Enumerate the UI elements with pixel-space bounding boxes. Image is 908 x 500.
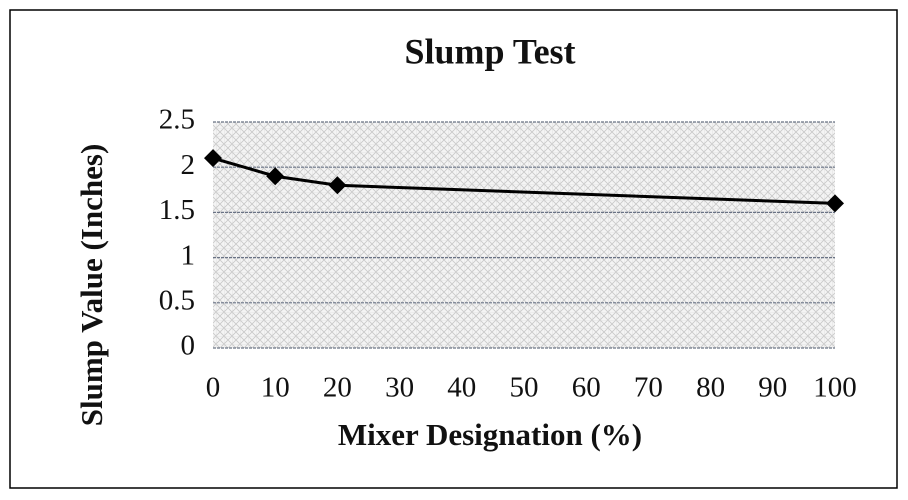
y-tick-label: 1 (181, 239, 196, 271)
data-line (212, 156, 836, 205)
y-tick-label: 0 (181, 330, 196, 362)
x-axis-label: Mixer Designation (%) (338, 417, 642, 452)
x-tick-label: 50 (510, 372, 539, 404)
plot-area (213, 122, 835, 348)
data-point (826, 194, 844, 213)
x-tick-label: 20 (323, 372, 352, 404)
x-tick-label: 90 (758, 372, 787, 404)
x-tick-label: 30 (385, 372, 414, 404)
x-tick-label: 100 (813, 372, 857, 404)
y-tick-label: 2 (181, 149, 196, 181)
y-tick-label: 1.5 (159, 194, 195, 226)
data-point (328, 176, 347, 195)
data-point (266, 167, 285, 186)
x-tick-label: 10 (261, 372, 290, 404)
y-tick-label: 0.5 (159, 284, 195, 316)
x-tick-label: 0 (206, 372, 221, 404)
x-tick-label: 80 (696, 372, 725, 404)
x-tick-label: 60 (572, 372, 601, 404)
x-tick-label: 40 (447, 372, 476, 404)
y-axis-label: Slump Value (Inches) (74, 144, 109, 427)
data-point (204, 149, 222, 168)
y-tick-label: 2.5 (159, 104, 195, 136)
chart-title: Slump Test (404, 31, 575, 71)
x-tick-label: 70 (634, 372, 663, 404)
